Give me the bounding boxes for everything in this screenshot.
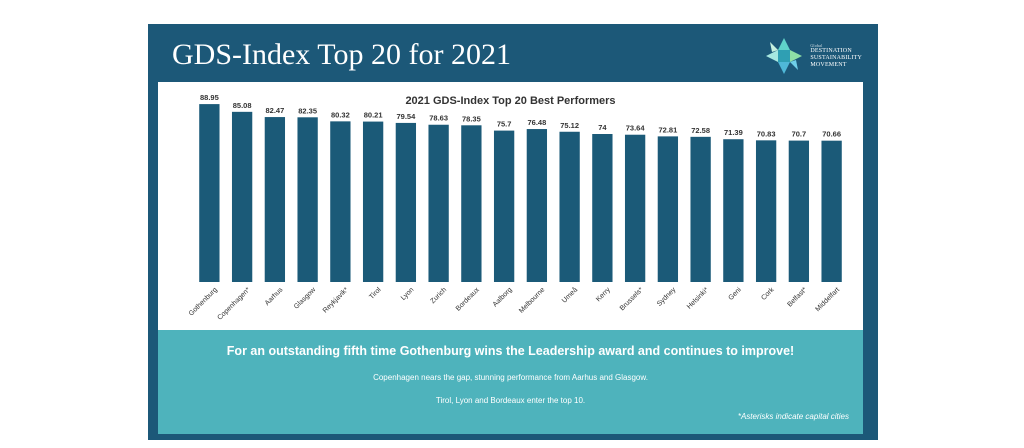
logo-line: MOVEMENT [810,62,847,68]
bar-2 [264,117,286,282]
bar-10 [526,129,548,282]
value-label: 71.39 [724,128,743,137]
bar-8 [461,125,482,282]
summary-banner: For an outstanding fifth time Gothenburg… [158,330,863,434]
value-label: 75.7 [497,120,512,129]
value-label: 79.54 [396,112,416,121]
bar-13 [624,134,646,282]
logo-line: SUSTAINABILITY [810,55,862,61]
bar-chart: 2021 GDS-Index Top 20 Best Performers 88… [188,93,842,322]
category-label: Glasgow [293,286,318,311]
chart-title: 2021 GDS-Index Top 20 Best Performers [405,95,615,107]
bar-11 [559,131,580,282]
bar-7 [428,124,449,282]
bar-3 [297,117,318,282]
value-label: 70.66 [822,130,841,139]
value-label: 72.58 [691,126,710,135]
value-label: 74 [598,123,607,132]
value-label: 80.21 [364,111,383,120]
bar-1 [231,111,253,282]
category-label: Sydney [656,286,678,308]
category-label: Copenhagen* [216,286,251,321]
bar-19 [821,140,842,282]
bar-0 [199,104,220,282]
category-label: Umeå [560,286,579,305]
bar-14 [657,136,679,282]
bar-4 [330,121,351,282]
banner-line-1: Copenhagen nears the gap, stunning perfo… [373,373,648,382]
logo-small-text: Global [810,43,823,48]
slide: GDS-Index Top 20 for 2021 Global DESTINA… [148,24,878,440]
category-label: Lyon [400,286,416,302]
value-label: 73.64 [626,124,646,133]
value-label: 88.95 [200,93,219,102]
slide-title: GDS-Index Top 20 for 2021 [172,38,511,71]
value-label: 78.35 [462,114,481,123]
value-label: 70.7 [792,130,807,139]
category-label: Gothenburg [188,286,219,317]
chart-panel: 2021 GDS-Index Top 20 Best Performers 88… [158,82,863,330]
category-label: Aarhus [264,286,285,307]
bar-6 [395,122,417,282]
value-label: 78.63 [429,114,448,123]
category-label: Melbourne [518,286,546,314]
value-label: 70.83 [757,129,776,138]
logo-mark-icon [766,38,803,74]
value-label: 85.08 [233,101,252,110]
logo-line: DESTINATION [810,48,852,54]
bar-18 [788,140,810,282]
banner-line-2: Tirol, Lyon and Bordeaux enter the top 1… [435,396,586,405]
banner-headline: For an outstanding fifth time Gothenburg… [226,344,795,358]
category-label: Tirol [368,286,383,301]
category-label: Reykjavik* [322,286,350,314]
category-label: Middelfart [815,286,842,313]
category-label: Zurich [429,286,448,305]
bar-16 [723,139,744,282]
value-label: 82.35 [298,106,317,115]
bar-9 [493,130,515,282]
category-label: Belfast* [786,286,808,308]
capital-cities-note: *Asterisks indicate capital cities [737,412,849,421]
value-label: 75.12 [560,121,579,130]
bar-15 [690,136,711,282]
destination-sustainability-movement-logo: Global DESTINATION SUSTAINABILITY MOVEME… [764,36,862,76]
category-label: Geni [728,286,744,302]
bars-group: 88.95 Gothenburg 85.08 Copenhagen* 82.47 Aarh… [188,93,842,322]
value-label: 76.48 [527,118,546,127]
value-label: 82.47 [265,106,284,115]
bar-5 [362,121,384,282]
logo-text: Global DESTINATION SUSTAINABILITY MOVEME… [810,43,862,69]
category-label: Kerry [595,286,612,303]
category-label: Aalborg [492,286,514,308]
bar-12 [592,134,613,282]
value-label: 80.32 [331,110,350,119]
value-label: 72.81 [658,125,677,134]
category-label: Helsinki* [686,286,710,310]
category-label: Cork [760,286,776,302]
category-label: Brussels* [619,286,645,312]
bar-17 [755,140,777,282]
category-label: Bordeaux [455,286,481,312]
